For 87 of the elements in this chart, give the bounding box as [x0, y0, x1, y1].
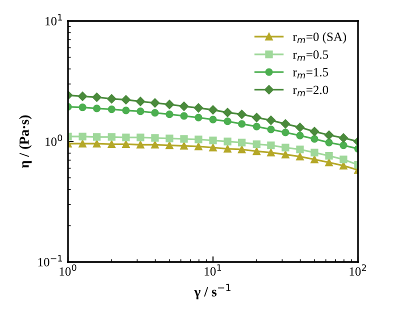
- point: [151, 140, 159, 149]
- point: [237, 110, 246, 119]
- x-tick-label: 10$^{0}$: [60, 264, 76, 276]
- point: [238, 146, 246, 154]
- point: [107, 94, 116, 104]
- point: [296, 146, 304, 154]
- point: [164, 100, 174, 110]
- point: [296, 132, 304, 140]
- point: [252, 122, 260, 130]
- point: [222, 108, 232, 118]
- point: [252, 112, 262, 122]
- point: [179, 102, 189, 111]
- x-tick-label: 10$^{2}$: [350, 264, 366, 276]
- legend-label: r$_{m}$=0.5: [293, 50, 328, 61]
- point: [166, 134, 174, 142]
- point: [209, 136, 217, 144]
- point: [325, 158, 333, 166]
- point: [224, 138, 232, 146]
- point: [121, 95, 131, 104]
- point: [224, 144, 232, 153]
- point: [252, 147, 260, 156]
- point: [310, 148, 318, 156]
- point: [108, 105, 116, 114]
- point: [92, 92, 102, 102]
- point: [224, 118, 232, 126]
- point: [92, 133, 101, 141]
- point: [136, 140, 144, 149]
- point: [340, 156, 348, 164]
- point: [136, 134, 144, 142]
- point: [122, 106, 130, 114]
- y-tick-label: 10$^{0}$: [46, 134, 62, 146]
- point: [122, 140, 130, 148]
- point: [150, 98, 160, 108]
- point: [92, 104, 101, 112]
- point: [136, 96, 146, 106]
- point: [282, 150, 290, 158]
- x-tick-label: 10$^{1}$: [204, 264, 222, 276]
- point: [136, 108, 144, 116]
- point: [78, 140, 86, 148]
- y-tick-label: 10$^{1}$: [46, 14, 62, 26]
- point: [78, 92, 88, 101]
- point: [151, 108, 159, 117]
- point: [238, 138, 246, 146]
- point: [310, 126, 320, 136]
- point: [209, 144, 217, 152]
- point: [280, 119, 290, 129]
- point: [166, 110, 174, 118]
- point: [209, 116, 217, 124]
- point: [267, 148, 275, 156]
- point: [194, 136, 202, 144]
- point: [238, 120, 246, 128]
- point: [108, 140, 116, 148]
- point: [194, 142, 202, 150]
- point: [180, 112, 188, 120]
- point: [266, 116, 276, 125]
- point: [180, 142, 188, 150]
- point: [180, 135, 188, 143]
- point: [252, 140, 260, 148]
- point: [166, 141, 174, 150]
- point: [325, 138, 333, 146]
- point: [108, 133, 116, 141]
- point: [310, 156, 318, 164]
- y-tick-label: 10$^{−1}$: [38, 255, 62, 266]
- point: [151, 134, 159, 142]
- point: [78, 132, 86, 140]
- legend-label: r$_{m}$=0 (SA): [293, 32, 346, 44]
- point: [282, 128, 290, 136]
- point: [340, 141, 348, 150]
- point: [78, 104, 86, 112]
- point: [324, 130, 334, 140]
- point: [338, 133, 348, 143]
- y-axis-title: η / (Pa·s): [19, 115, 32, 168]
- point: [296, 152, 304, 160]
- point: [92, 140, 101, 148]
- point: [194, 114, 202, 122]
- point: [267, 126, 275, 134]
- point: [282, 144, 290, 152]
- point: [122, 134, 130, 142]
- x-axis-title: γ / s$^{−1}$: [194, 284, 230, 300]
- point: [325, 152, 333, 160]
- point: [267, 141, 275, 150]
- legend-label: r$_{m}$=1.5: [293, 68, 328, 78]
- point: [295, 122, 305, 132]
- point: [208, 105, 218, 114]
- point: [194, 103, 204, 113]
- point: [310, 135, 318, 143]
- legend-label: r$_{m}$=2.0: [293, 86, 328, 96]
